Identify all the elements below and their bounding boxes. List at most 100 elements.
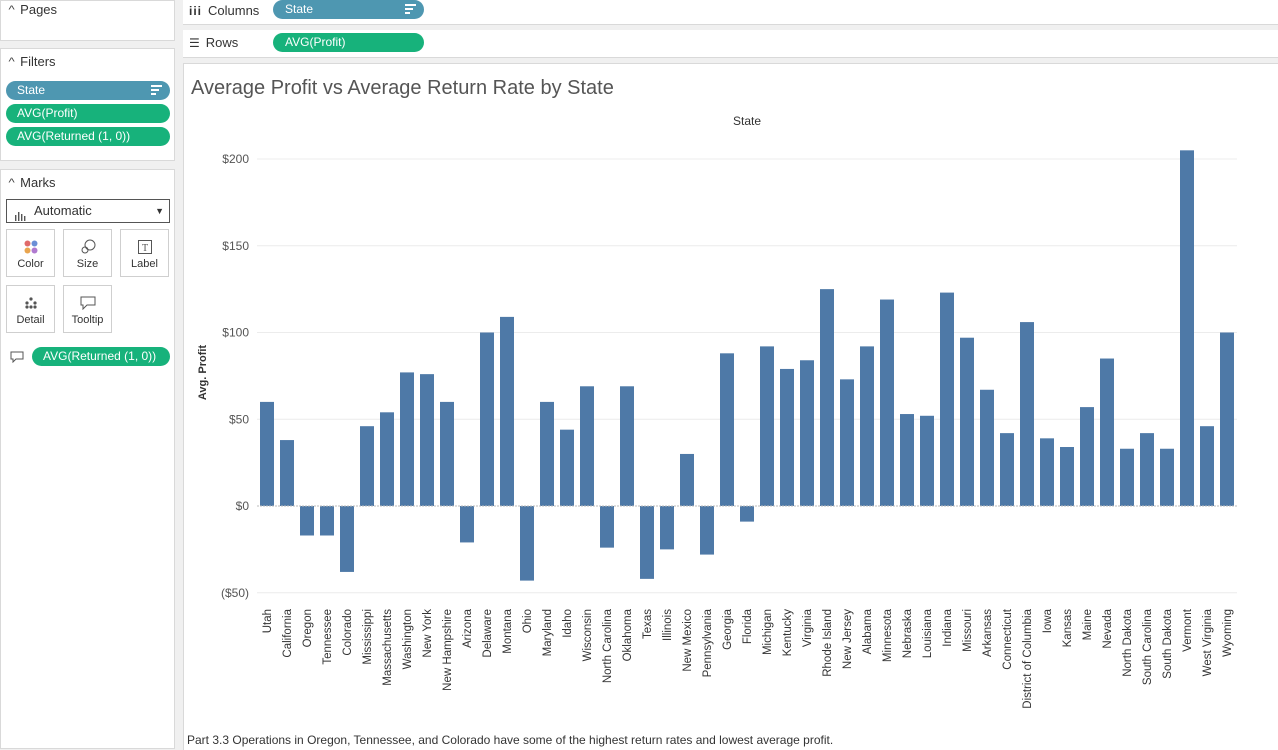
x-tick-label: North Carolina	[602, 608, 614, 683]
columns-shelf: iii Columns State	[183, 0, 1278, 25]
bar	[1000, 433, 1014, 506]
bar	[300, 506, 314, 536]
bar	[960, 337, 974, 506]
marks-tooltip-pill[interactable]: AVG(Returned (1, 0))	[32, 347, 170, 366]
x-tick-label: Minnesota	[882, 608, 894, 662]
bar	[340, 506, 354, 572]
rows-pill-avg-profit[interactable]: AVG(Profit)	[273, 33, 424, 52]
rows-icon: ☰	[189, 35, 200, 50]
bar	[940, 292, 954, 506]
bar	[840, 379, 854, 506]
filters-panel: ^ Filters State AVG(Profit) AVG(Returned…	[0, 48, 175, 161]
bar	[1140, 433, 1154, 506]
x-tick-label: Ohio	[522, 609, 534, 633]
x-tick-label: Maine	[1082, 609, 1094, 640]
filter-pill-avg-returned[interactable]: AVG(Returned (1, 0))	[6, 127, 170, 146]
x-tick-label: Virginia	[802, 608, 814, 647]
x-tick-label: Idaho	[562, 609, 574, 638]
bar-chart-icon	[15, 206, 27, 221]
x-tick-label: Florida	[742, 608, 754, 644]
bar	[540, 401, 554, 506]
mark-type-value: Automatic	[34, 203, 92, 218]
bar	[420, 374, 434, 506]
x-tick-label: Indiana	[942, 608, 954, 646]
bar	[280, 440, 294, 506]
pages-header[interactable]: ^ Pages	[1, 1, 174, 17]
bar	[920, 415, 934, 506]
bar	[500, 316, 514, 506]
color-button[interactable]: Color	[6, 229, 55, 277]
bar-chart: State ($50) $0 $50 $100 $150 $200 Avg. Profit Ut…	[197, 114, 1237, 709]
label-button[interactable]: T Label	[120, 229, 169, 277]
bar	[1220, 332, 1234, 506]
x-tick-label: Alabama	[862, 608, 874, 654]
marks-title: Marks	[20, 175, 56, 190]
tooltip-label: Tooltip	[71, 314, 104, 326]
bar	[360, 426, 374, 506]
size-button[interactable]: Size	[63, 229, 112, 277]
x-tick-label: Kentucky	[782, 609, 794, 657]
y-tick-label: $0	[236, 499, 250, 513]
dropdown-arrow-icon: ▼	[155, 206, 164, 216]
x-tick-label: Louisiana	[922, 608, 934, 658]
x-tick-label: Arkansas	[982, 609, 994, 657]
x-tick-label: Nevada	[1102, 608, 1114, 648]
bar	[740, 506, 754, 522]
rows-label: Rows	[205, 35, 239, 50]
chevron-up-icon[interactable]: ^	[8, 55, 15, 68]
mark-type-select[interactable]: Automatic ▼	[6, 199, 170, 223]
bar	[520, 506, 534, 581]
filter-pill-state[interactable]: State	[6, 81, 170, 100]
tooltip-button[interactable]: Tooltip	[63, 285, 112, 333]
x-tick-label: Iowa	[1042, 608, 1054, 633]
sort-icon	[405, 4, 416, 15]
filter-pill-avg-profit[interactable]: AVG(Profit)	[6, 104, 170, 123]
label-label: Label	[131, 258, 158, 270]
columns-shelf-label: iii Columns	[189, 3, 259, 18]
chevron-up-icon[interactable]: ^	[8, 3, 15, 16]
bar	[260, 401, 274, 506]
detail-button[interactable]: Detail	[6, 285, 55, 333]
y-tick-label: $50	[229, 412, 249, 426]
x-tick-label: Connecticut	[1002, 608, 1014, 670]
bar	[660, 506, 674, 550]
marks-panel: ^ Marks Automatic ▼ Color Size T Label D…	[0, 169, 175, 749]
x-tick-label: New Mexico	[682, 609, 694, 672]
x-tick-label: New Hampshire	[442, 609, 454, 691]
bar	[1120, 448, 1134, 506]
bar	[480, 332, 494, 506]
filter-pill-label: AVG(Returned (1, 0))	[17, 129, 131, 143]
x-tick-label: Wisconsin	[582, 609, 594, 661]
viz-caption: Part 3.3 Operations in Oregon, Tennessee…	[187, 733, 834, 747]
rows-shelf-label: ☰ Rows	[189, 35, 238, 50]
x-tick-label: Massachusetts	[382, 609, 394, 686]
bar	[1160, 448, 1174, 506]
chevron-up-icon[interactable]: ^	[8, 176, 15, 189]
x-tick-label: New Jersey	[842, 609, 854, 669]
bar	[440, 401, 454, 506]
bar	[560, 429, 574, 506]
x-tick-label: Washington	[402, 609, 414, 669]
bar	[320, 506, 334, 536]
x-tick-label: Arizona	[462, 608, 474, 648]
detail-label: Detail	[16, 314, 45, 326]
bar	[820, 289, 834, 506]
x-tick-label: Wyoming	[1222, 609, 1234, 657]
bar	[1100, 358, 1114, 506]
bar	[1040, 438, 1054, 506]
columns-pill-label: State	[285, 2, 314, 16]
bar	[400, 372, 414, 506]
x-tick-label: South Dakota	[1162, 608, 1174, 678]
filters-header[interactable]: ^ Filters	[1, 49, 174, 69]
size-label: Size	[76, 258, 99, 270]
svg-text:T: T	[141, 243, 147, 254]
bar	[900, 414, 914, 506]
x-tick-label: South Carolina	[1142, 608, 1154, 685]
x-tick-label: Michigan	[762, 609, 774, 655]
bar	[720, 353, 734, 506]
columns-pill-state[interactable]: State	[273, 0, 424, 19]
marks-header[interactable]: ^ Marks	[1, 170, 174, 190]
rows-shelf: ☰ Rows AVG(Profit)	[183, 30, 1278, 58]
tooltip-field-icon	[10, 350, 24, 368]
filter-pill-label: AVG(Profit)	[17, 106, 78, 120]
